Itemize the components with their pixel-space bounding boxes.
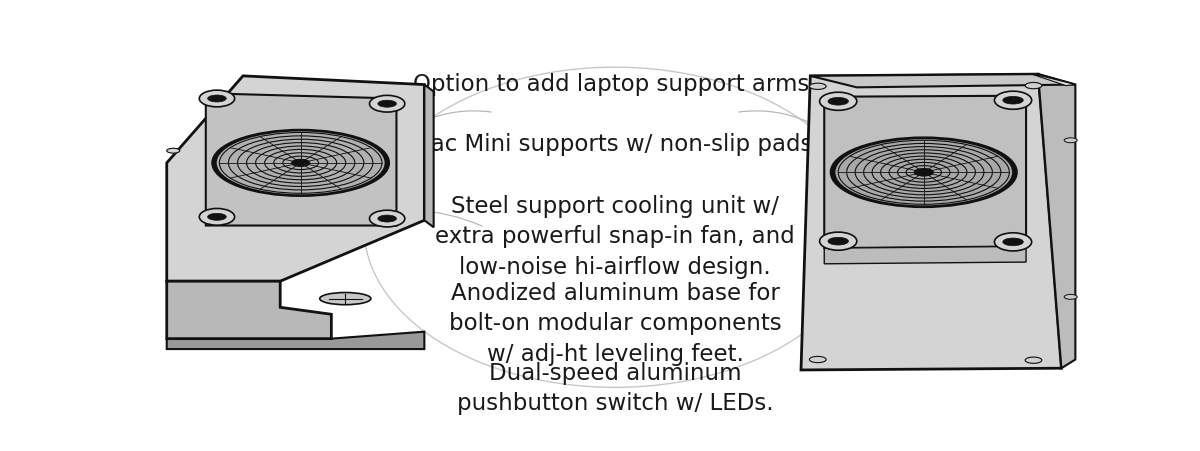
Circle shape: [1064, 295, 1078, 299]
Polygon shape: [206, 94, 396, 226]
Text: Dual-speed aluminum
pushbutton switch w/ LEDs.: Dual-speed aluminum pushbutton switch w/…: [457, 361, 773, 414]
Ellipse shape: [820, 93, 857, 111]
Polygon shape: [802, 75, 1062, 370]
Ellipse shape: [370, 211, 404, 227]
Polygon shape: [824, 97, 1026, 249]
Ellipse shape: [199, 91, 235, 108]
Circle shape: [1003, 239, 1024, 246]
Circle shape: [1064, 138, 1078, 143]
Ellipse shape: [319, 293, 371, 305]
Circle shape: [828, 238, 848, 245]
Circle shape: [292, 160, 310, 167]
Polygon shape: [1038, 75, 1075, 368]
Circle shape: [208, 96, 227, 103]
Polygon shape: [425, 85, 433, 228]
Circle shape: [1003, 97, 1024, 105]
Ellipse shape: [370, 96, 404, 113]
Circle shape: [835, 140, 1012, 206]
Text: Steel support cooling unit w/
extra powerful snap-in fan, and
low-noise hi-airfl: Steel support cooling unit w/ extra powe…: [436, 195, 794, 278]
Ellipse shape: [995, 233, 1032, 251]
Circle shape: [914, 170, 934, 176]
Circle shape: [1025, 83, 1042, 90]
Circle shape: [167, 149, 180, 154]
Circle shape: [809, 84, 826, 90]
Circle shape: [1025, 357, 1042, 364]
Polygon shape: [810, 75, 1075, 88]
Text: Anodized aluminum base for
bolt-on modular components
w/ adj-ht leveling feet.: Anodized aluminum base for bolt-on modul…: [449, 281, 781, 365]
Circle shape: [217, 132, 384, 195]
Text: Option to add laptop support arms.: Option to add laptop support arms.: [413, 73, 817, 96]
Text: Mac Mini supports w/ non-slip pads.: Mac Mini supports w/ non-slip pads.: [410, 132, 820, 155]
Circle shape: [208, 214, 227, 221]
Ellipse shape: [820, 233, 857, 251]
Polygon shape: [167, 281, 331, 339]
Circle shape: [212, 130, 389, 197]
Circle shape: [378, 101, 396, 108]
Polygon shape: [1032, 75, 1075, 87]
Polygon shape: [167, 332, 425, 349]
Circle shape: [378, 216, 396, 222]
Circle shape: [809, 357, 826, 363]
Circle shape: [828, 98, 848, 106]
Polygon shape: [824, 247, 1026, 264]
Polygon shape: [167, 77, 425, 281]
Circle shape: [830, 138, 1016, 207]
Ellipse shape: [199, 209, 235, 226]
Ellipse shape: [995, 92, 1032, 110]
